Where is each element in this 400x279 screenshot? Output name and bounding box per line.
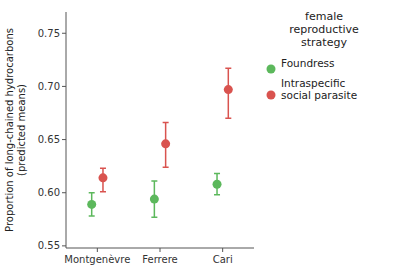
point xyxy=(87,200,96,209)
x-tick-label: Montgenèvre xyxy=(64,254,130,265)
marks xyxy=(87,68,233,217)
y-tick xyxy=(62,33,66,34)
legend-marker xyxy=(267,65,276,74)
y-tick-label: 0.65 xyxy=(38,134,60,145)
x-tick-label: Cari xyxy=(213,254,233,265)
point xyxy=(150,195,159,204)
y-tick-label: 0.60 xyxy=(38,187,60,198)
y-tick-label: 0.75 xyxy=(38,28,60,39)
y-tick xyxy=(62,86,66,87)
point xyxy=(224,85,233,94)
point xyxy=(213,180,222,189)
legend-label: Intraspecificsocial parasite xyxy=(281,77,357,101)
legend: femalereproductivestrategy Foundress Intra… xyxy=(267,10,360,101)
axes: 0.55 0.60 0.65 0.70 0.75 Montgenèvre Ferrere Ca… xyxy=(38,12,254,265)
legend-title: femalereproductivestrategy xyxy=(289,10,359,49)
y-tick xyxy=(62,245,66,246)
y-tick-label: 0.55 xyxy=(38,240,60,251)
y-axis-label: Proportion of long-chained hydrocarbons(… xyxy=(4,28,27,232)
point xyxy=(161,139,170,148)
chart: 0.55 0.60 0.65 0.70 0.75 Montgenèvre Ferrere Ca… xyxy=(0,0,400,279)
x-tick xyxy=(160,248,161,252)
y-tick-label: 0.70 xyxy=(38,81,60,92)
y-tick xyxy=(62,139,66,140)
series xyxy=(87,174,221,218)
legend-marker xyxy=(267,91,276,100)
x-tick xyxy=(222,248,223,252)
x-tick xyxy=(97,248,98,252)
y-tick xyxy=(62,192,66,193)
x-tick-label: Ferrere xyxy=(142,254,177,265)
point xyxy=(98,173,107,182)
series xyxy=(98,68,232,191)
y-axis-line xyxy=(66,12,67,248)
legend-label: Foundress xyxy=(281,57,335,69)
